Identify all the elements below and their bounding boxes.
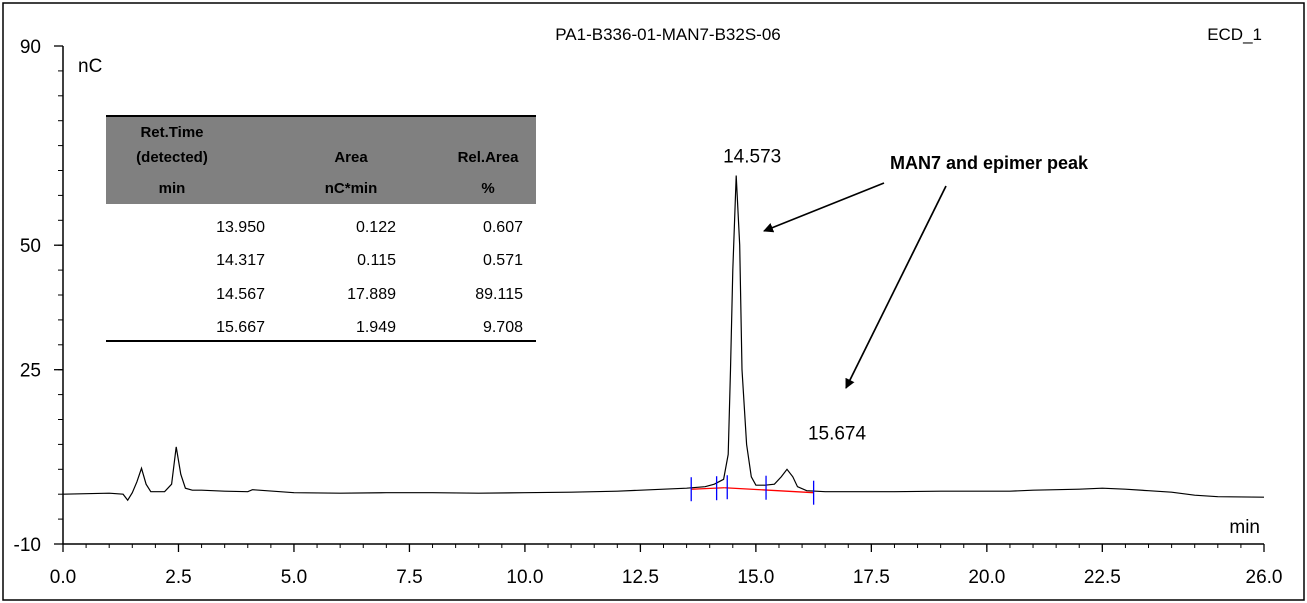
- table-header-cell: (detected): [136, 149, 208, 166]
- y-tick-label: -10: [14, 535, 41, 556]
- x-tick-label: 7.5: [396, 567, 422, 588]
- table-cell: 9.708: [483, 319, 523, 336]
- table-cell: 14.567: [216, 286, 265, 303]
- x-tick-label: 12.5: [622, 567, 659, 588]
- table-header-cell: min: [159, 180, 186, 197]
- table-header-cell: Rel.Area: [458, 149, 520, 166]
- integration-baseline: [724, 487, 814, 494]
- x-tick-label: 26.0: [1246, 567, 1283, 588]
- y-axis-label: nC: [78, 56, 102, 77]
- x-tick-label: 5.0: [281, 567, 307, 588]
- x-tick-label: 15.0: [737, 567, 774, 588]
- table-cell: 1.949: [356, 319, 396, 336]
- table-header-cell: Area: [334, 149, 368, 166]
- x-tick-label: 22.5: [1084, 567, 1121, 588]
- arrow-to-epimer-peak: [845, 185, 947, 389]
- integration-baseline: [691, 487, 725, 490]
- x-tick-label: 10.0: [506, 567, 543, 588]
- table-cell: 17.889: [347, 286, 396, 303]
- x-tick-label: 17.5: [853, 567, 890, 588]
- chromatogram-trace: [62, 175, 1265, 502]
- table-cell: 15.667: [216, 319, 265, 336]
- table-cell: 0.115: [357, 252, 396, 269]
- arrow-to-main-peak: [763, 182, 885, 233]
- table-header-cell: %: [481, 180, 494, 197]
- annotation-man7-epimer: MAN7 and epimer peak: [890, 153, 1089, 173]
- y-tick-label: 90: [20, 37, 41, 58]
- table-header-cell: Ret.Time: [140, 124, 203, 141]
- peak-label: 15.674: [808, 423, 867, 444]
- peak-label: 14.573: [723, 146, 781, 167]
- table-cell: 0.607: [483, 219, 523, 236]
- table-cell: 0.571: [483, 252, 523, 269]
- x-tick-label: 0.0: [50, 567, 76, 588]
- x-tick-label: 2.5: [165, 567, 191, 588]
- table-header-bg: [106, 116, 536, 204]
- channel-label: ECD_1: [1207, 25, 1262, 44]
- table-cell: 89.115: [475, 286, 523, 303]
- chart-title: PA1-B336-01-MAN7-B32S-06: [555, 25, 781, 44]
- table-header-cell: nC*min: [325, 180, 378, 197]
- x-tick-label: 20.0: [968, 567, 1005, 588]
- y-tick-label: 50: [20, 236, 41, 257]
- y-tick-label: 25: [20, 361, 41, 382]
- x-axis-label: min: [1229, 517, 1260, 538]
- table-cell: 13.950: [216, 219, 265, 236]
- table-cell: 14.317: [216, 252, 265, 269]
- table-cell: 0.122: [356, 219, 396, 236]
